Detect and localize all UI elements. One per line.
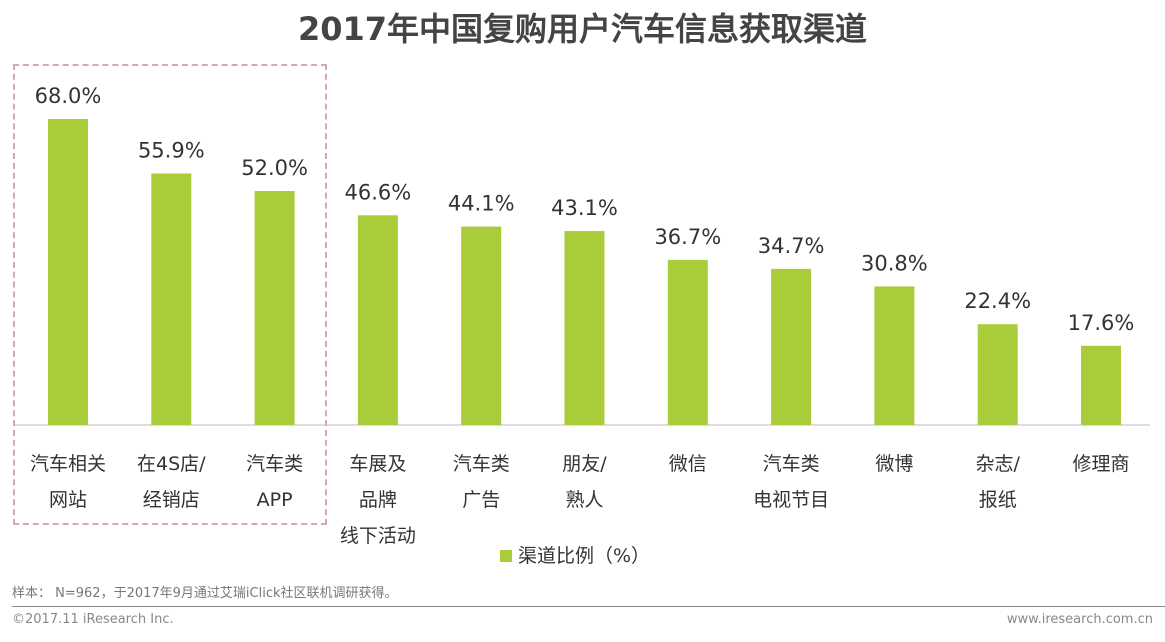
data-label: 17.6% xyxy=(1068,311,1135,335)
bar xyxy=(874,286,915,425)
category-label: 汽车类 xyxy=(763,453,820,475)
website: www.iresearch.com.cn xyxy=(1006,612,1153,627)
footer-divider xyxy=(12,606,1165,607)
category-label: 在4S店/ xyxy=(137,453,206,475)
category-label: 网站 xyxy=(49,489,87,511)
bar xyxy=(461,226,502,425)
data-label: 43.1% xyxy=(551,196,618,220)
data-label: 34.7% xyxy=(758,234,825,258)
category-label: 广告 xyxy=(462,489,500,511)
bar xyxy=(667,259,708,425)
category-label: 微信 xyxy=(669,453,707,475)
data-label: 46.6% xyxy=(345,180,412,204)
data-label: 30.8% xyxy=(861,251,928,275)
category-label: 电视节目 xyxy=(753,489,829,511)
category-label: 报纸 xyxy=(979,489,1017,511)
bar xyxy=(977,324,1018,425)
category-label: 熟人 xyxy=(565,489,603,511)
category-label: 经销店 xyxy=(143,489,200,511)
data-label: 52.0% xyxy=(241,156,308,180)
legend-swatch xyxy=(500,550,512,562)
bar xyxy=(564,231,605,425)
category-label: 汽车类 xyxy=(453,453,510,475)
bar xyxy=(151,173,192,425)
legend-label: 渠道比例（%） xyxy=(518,545,651,567)
legend: 渠道比例（%） xyxy=(500,541,650,568)
category-label: 车展及 xyxy=(349,453,406,475)
category-label: 品牌 xyxy=(359,489,397,511)
copyright: ©2017.11 iResearch Inc. xyxy=(12,612,174,627)
bar xyxy=(1081,345,1121,425)
category-label: 汽车类 xyxy=(246,453,303,475)
category-label: 线下活动 xyxy=(340,525,416,547)
bar xyxy=(357,215,398,425)
highlight-box xyxy=(13,64,327,525)
category-label: APP xyxy=(257,489,293,511)
data-label: 44.1% xyxy=(448,192,515,216)
chart-title: 2017年中国复购用户汽车信息获取渠道 xyxy=(297,10,868,48)
sample-note: 样本： N=962，于2017年9月通过艾瑞iClick社区联机调研获得。 xyxy=(12,586,398,601)
data-label: 36.7% xyxy=(654,225,721,249)
category-label: 汽车相关 xyxy=(30,453,106,475)
category-label: 微博 xyxy=(875,453,913,475)
bar xyxy=(771,268,812,425)
category-label: 朋友/ xyxy=(562,453,607,475)
data-label: 55.9% xyxy=(138,138,205,162)
bar xyxy=(254,191,295,425)
data-label: 68.0% xyxy=(35,84,102,108)
category-label: 修理商 xyxy=(1072,453,1129,475)
bar xyxy=(48,119,88,425)
category-label: 杂志/ xyxy=(975,453,1020,475)
data-label: 22.4% xyxy=(964,289,1031,313)
